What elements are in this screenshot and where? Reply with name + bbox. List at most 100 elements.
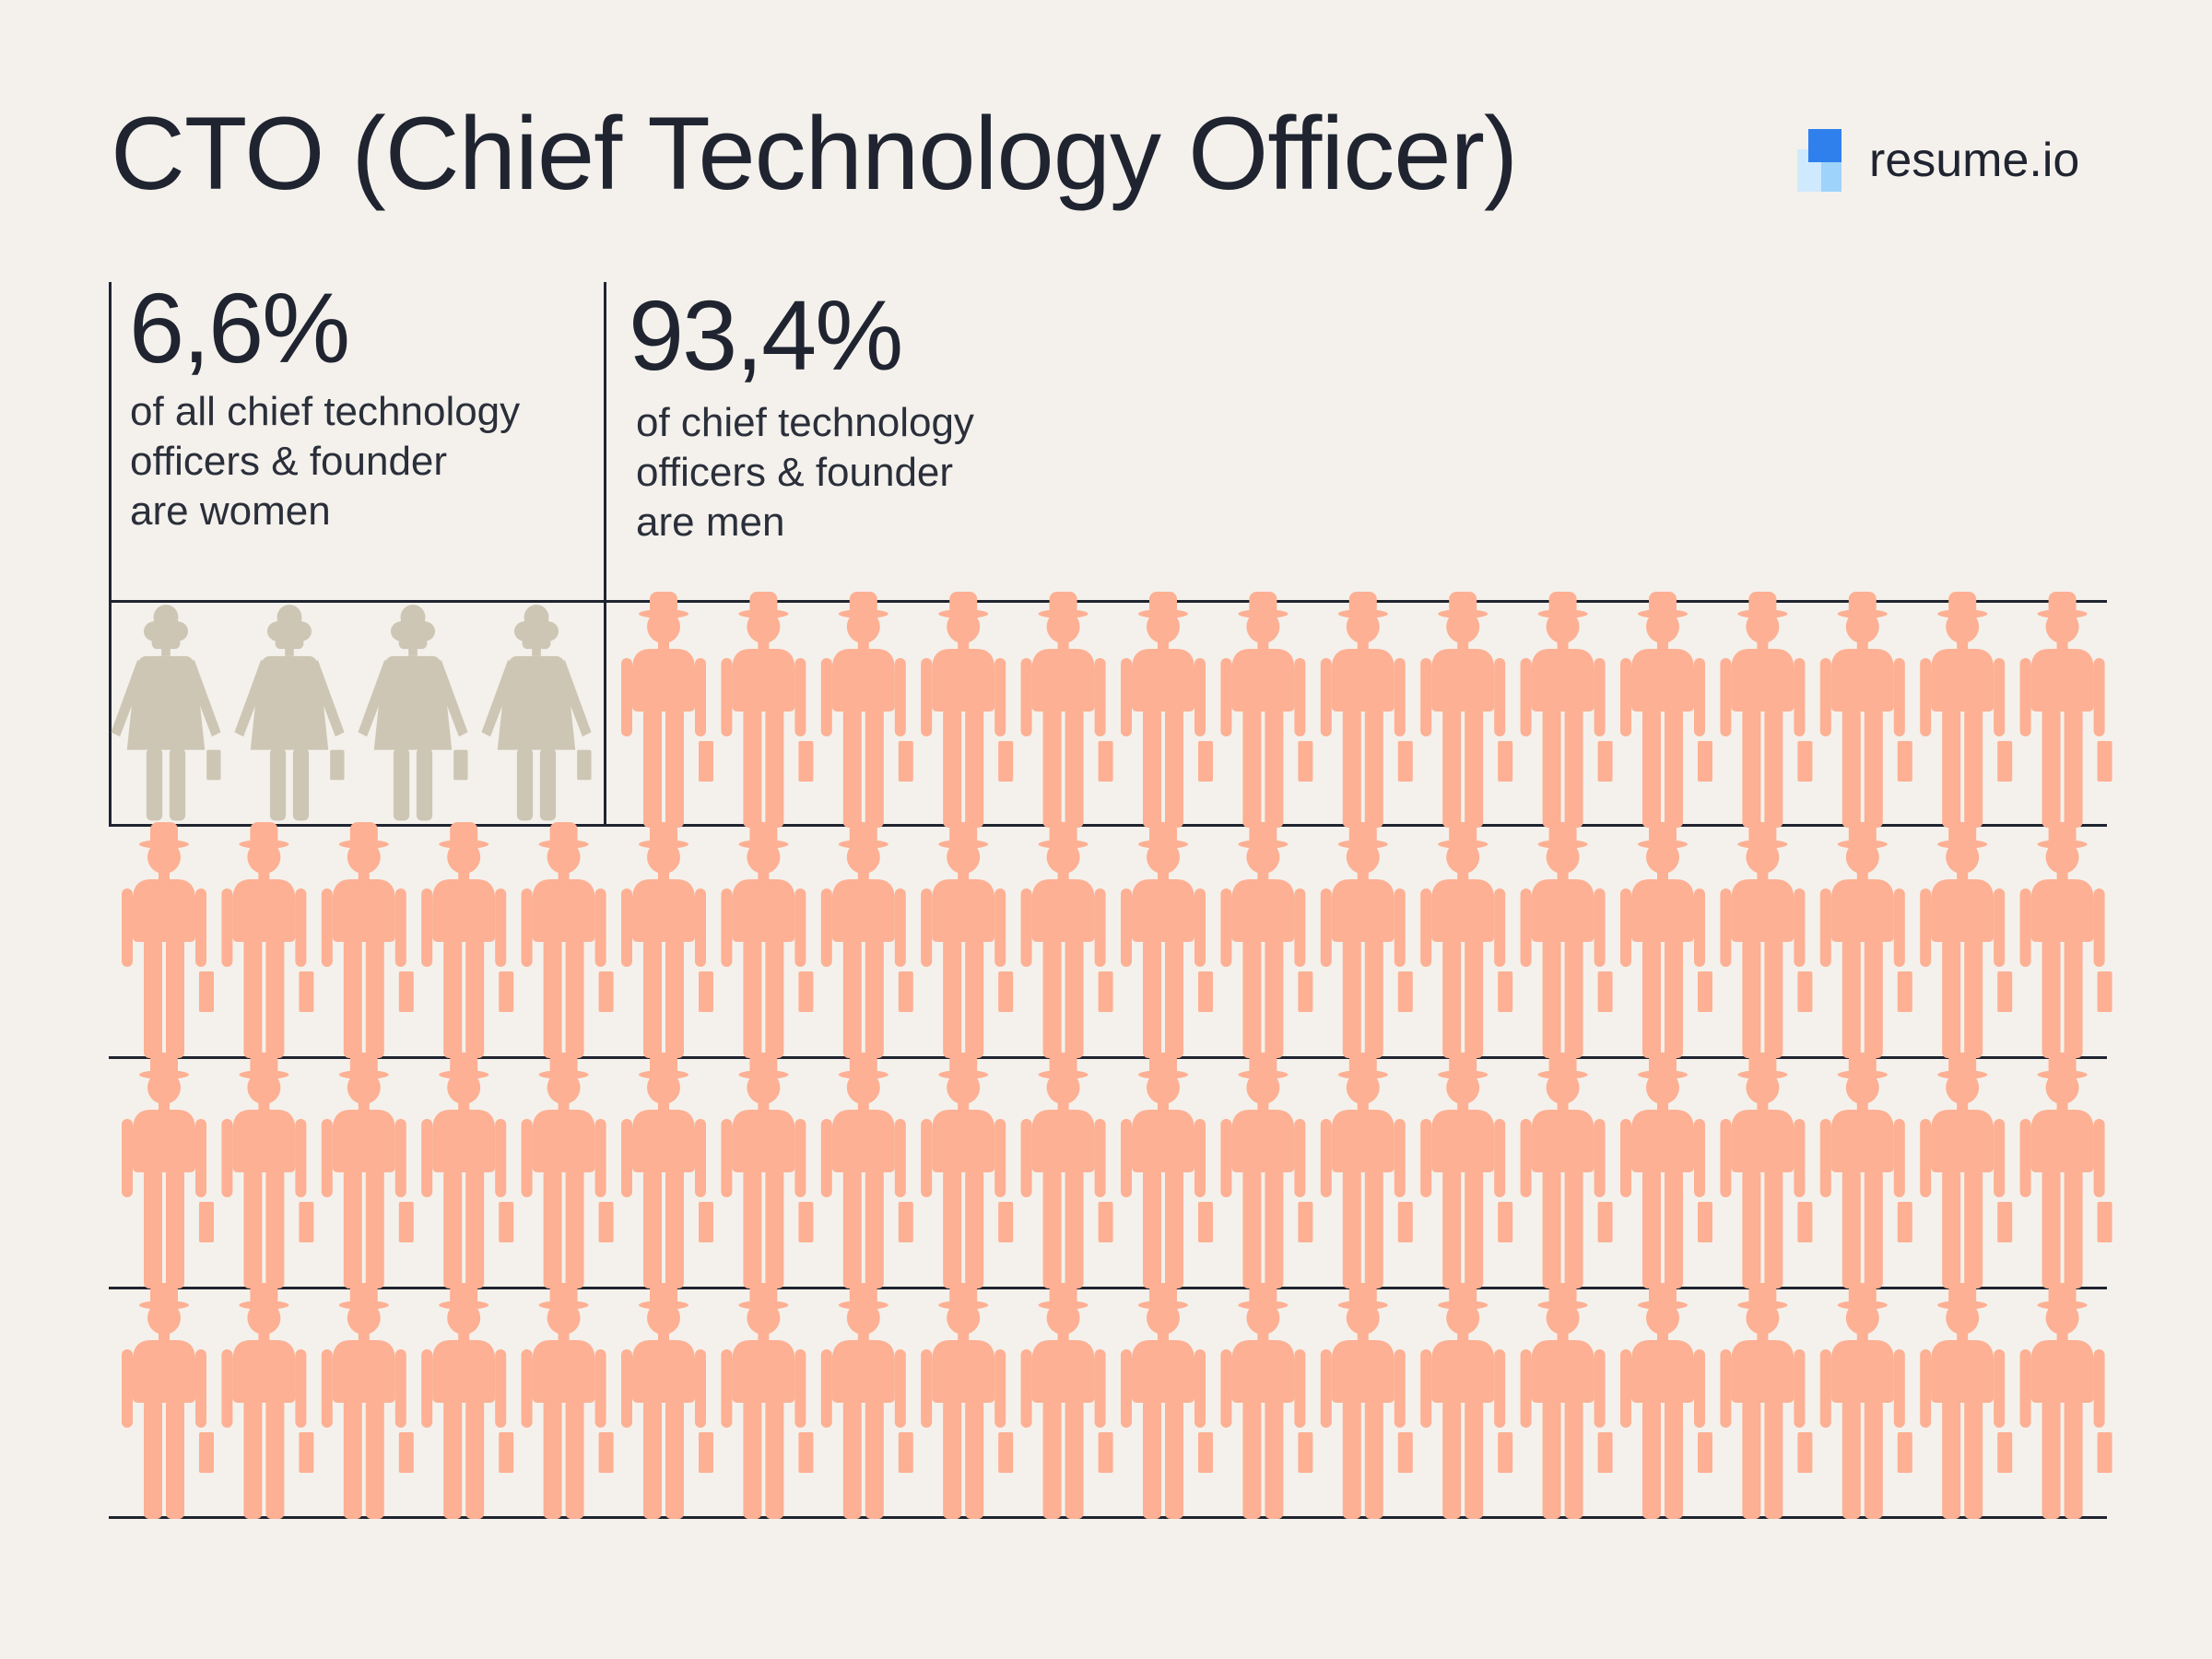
man-figure-icon [1819, 822, 1912, 1058]
man-figure-icon [921, 1283, 1014, 1519]
man-figure-icon [1420, 1053, 1513, 1288]
man-figure-icon [521, 822, 614, 1058]
man-figure-icon [1819, 1283, 1912, 1519]
man-figure-icon [2019, 592, 2112, 828]
man-figure-icon [1720, 822, 1813, 1058]
man-figure-icon [122, 1283, 214, 1519]
man-figure-icon [321, 1053, 414, 1288]
man-figure-icon [321, 1283, 414, 1519]
man-figure-icon [1220, 592, 1313, 828]
man-figure-icon [1720, 592, 1813, 828]
man-figure-icon [1520, 1053, 1613, 1288]
women-percent: 6,6% [129, 272, 350, 383]
women-description: of all chief technology officers & found… [130, 387, 520, 536]
man-figure-icon [621, 592, 713, 828]
man-figure-icon [221, 1283, 314, 1519]
man-figure-icon [521, 1283, 614, 1519]
women-description-line: of all chief technology [130, 389, 521, 434]
row-rule-2 [109, 824, 2107, 827]
man-figure-icon [2019, 1283, 2112, 1519]
man-figure-icon [621, 1283, 713, 1519]
man-figure-icon [1420, 822, 1513, 1058]
row-rule-1 [109, 600, 2107, 603]
man-figure-icon [1620, 1283, 1712, 1519]
man-figure-icon [1121, 1283, 1213, 1519]
resume-io-logo-icon [1797, 129, 1841, 192]
divider-middle [604, 282, 606, 825]
man-figure-icon [1920, 1283, 2013, 1519]
man-figure-icon [820, 592, 913, 828]
woman-figure-icon [234, 605, 345, 821]
man-figure-icon [1620, 1053, 1712, 1288]
man-figure-icon [1420, 1283, 1513, 1519]
woman-figure-icon [111, 605, 221, 821]
man-figure-icon [1819, 1053, 1912, 1288]
man-figure-icon [1121, 1053, 1213, 1288]
divider-left [109, 282, 112, 825]
man-figure-icon [1520, 592, 1613, 828]
man-figure-icon [1121, 592, 1213, 828]
man-figure-icon [820, 1283, 913, 1519]
man-figure-icon [521, 1053, 614, 1288]
woman-figure-icon [358, 605, 468, 821]
row-rule-5 [109, 1516, 2107, 1519]
man-figure-icon [721, 592, 814, 828]
man-figure-icon [721, 822, 814, 1058]
men-description: of chief technology officers & founder a… [636, 398, 974, 547]
man-figure-icon [2019, 822, 2112, 1058]
man-figure-icon [1920, 1053, 2013, 1288]
man-figure-icon [1320, 1053, 1413, 1288]
man-figure-icon [1220, 1283, 1313, 1519]
man-figure-icon [1620, 822, 1712, 1058]
men-description-line: are men [636, 500, 785, 545]
man-figure-icon [1819, 592, 1912, 828]
man-figure-icon [1920, 592, 2013, 828]
man-figure-icon [1020, 592, 1113, 828]
man-figure-icon [1420, 592, 1513, 828]
man-figure-icon [621, 822, 713, 1058]
man-figure-icon [221, 1053, 314, 1288]
man-figure-icon [321, 822, 414, 1058]
man-figure-icon [1920, 822, 2013, 1058]
man-figure-icon [2019, 1053, 2112, 1288]
man-figure-icon [1520, 1283, 1613, 1519]
man-figure-icon [820, 822, 913, 1058]
man-figure-icon [1220, 1053, 1313, 1288]
women-description-line: are women [130, 488, 331, 534]
man-figure-icon [1121, 822, 1213, 1058]
row-rule-4 [109, 1287, 2107, 1289]
man-figure-icon [921, 822, 1014, 1058]
men-description-line: officers & founder [636, 450, 954, 495]
man-figure-icon [122, 1053, 214, 1288]
man-figure-icon [421, 1283, 514, 1519]
man-figure-icon [1720, 1283, 1813, 1519]
man-figure-icon [820, 1053, 913, 1288]
man-figure-icon [421, 1053, 514, 1288]
women-description-line: officers & founder [130, 439, 448, 484]
man-figure-icon [421, 822, 514, 1058]
man-figure-icon [921, 1053, 1014, 1288]
man-figure-icon [1320, 1283, 1413, 1519]
woman-figure-icon [481, 605, 592, 821]
men-percent: 93,4% [629, 279, 903, 391]
row-rule-3 [109, 1056, 2107, 1059]
man-figure-icon [1020, 1053, 1113, 1288]
man-figure-icon [122, 822, 214, 1058]
man-figure-icon [721, 1283, 814, 1519]
man-figure-icon [721, 1053, 814, 1288]
man-figure-icon [1620, 592, 1712, 828]
men-description-line: of chief technology [636, 400, 974, 445]
man-figure-icon [621, 1053, 713, 1288]
man-figure-icon [1520, 822, 1613, 1058]
man-figure-icon [1220, 822, 1313, 1058]
man-figure-icon [1320, 822, 1413, 1058]
man-figure-icon [221, 822, 314, 1058]
man-figure-icon [1020, 1283, 1113, 1519]
man-figure-icon [921, 592, 1014, 828]
logo-text: resume.io [1869, 134, 2080, 187]
brand-logo[interactable]: resume.io [1797, 129, 2079, 192]
man-figure-icon [1720, 1053, 1813, 1288]
man-figure-icon [1320, 592, 1413, 828]
man-figure-icon [1020, 822, 1113, 1058]
